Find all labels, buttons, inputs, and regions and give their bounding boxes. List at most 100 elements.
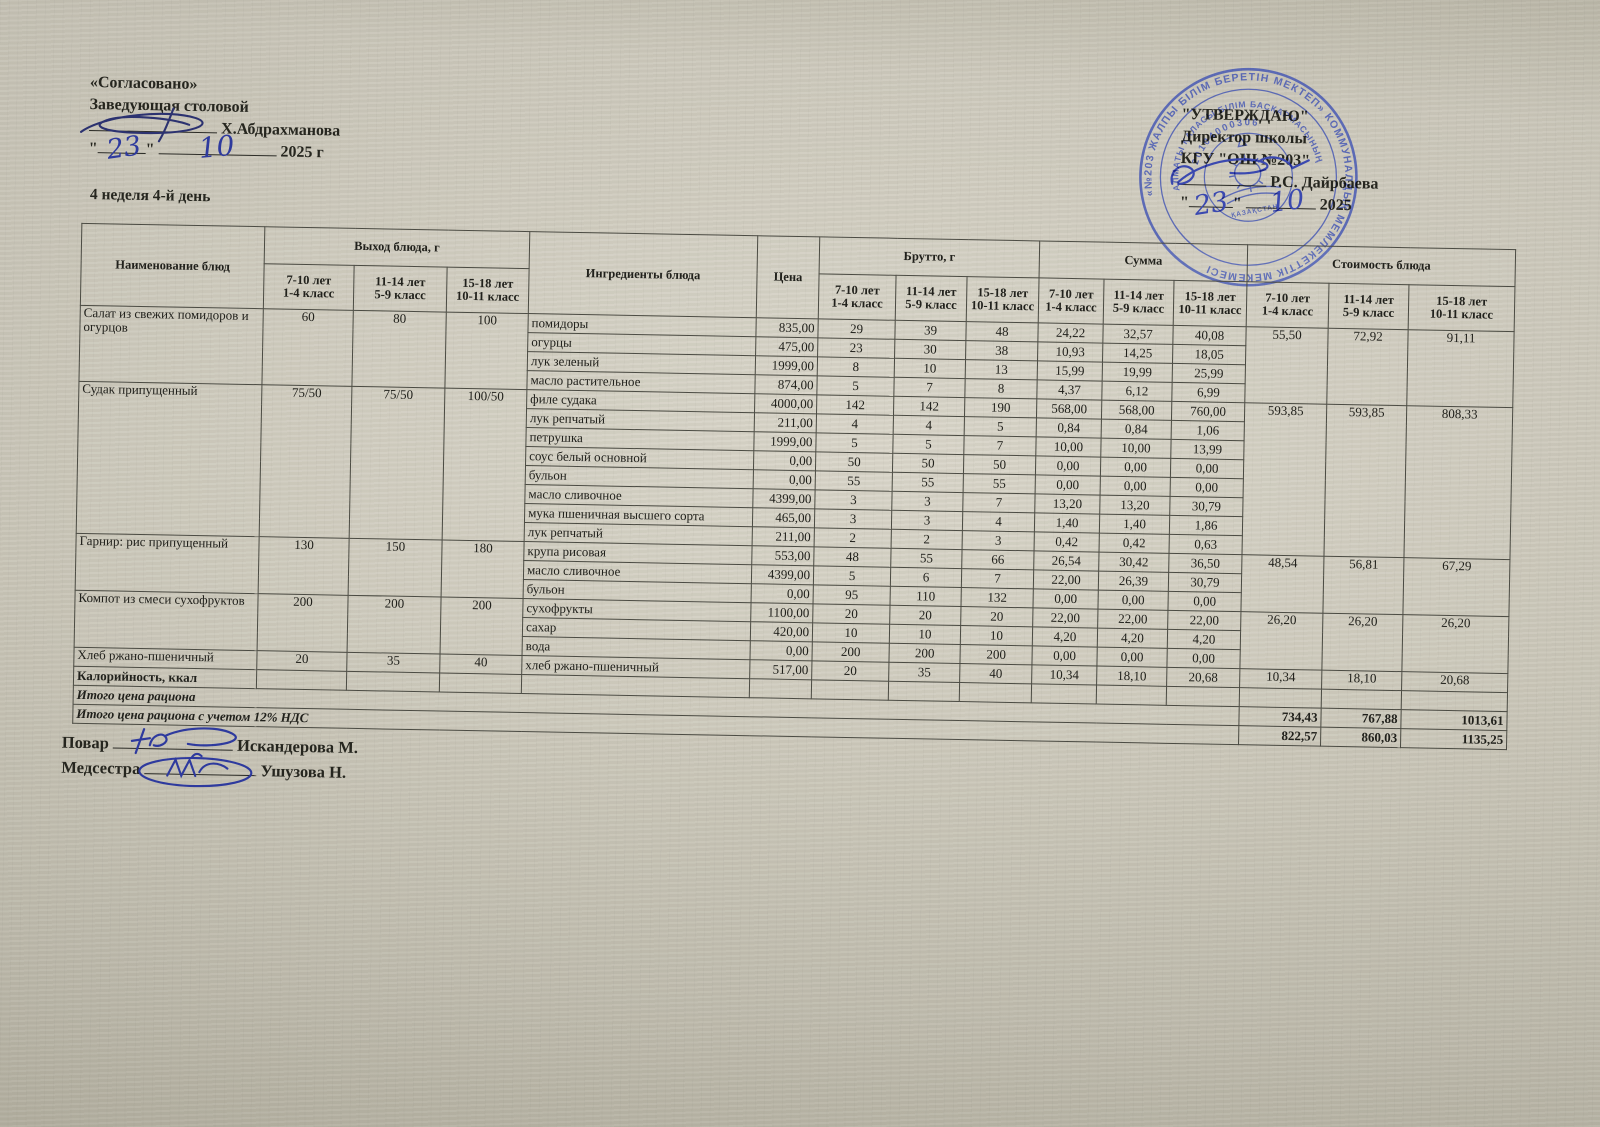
summa-cell: 30,79 xyxy=(1169,496,1244,517)
ingredient-price-cell: 1999,00 xyxy=(753,431,817,452)
approval-left-name: Х.Абдрахманова xyxy=(220,120,341,140)
summa-cell: 0,00 xyxy=(1033,588,1099,610)
ingredient-price-cell: 4000,00 xyxy=(754,393,817,414)
summa-cell: 30,42 xyxy=(1098,552,1170,573)
ingredient-price-cell: 465,00 xyxy=(752,507,815,528)
ingredient-price-cell: 420,00 xyxy=(750,621,813,642)
summa-cell: 10,00 xyxy=(1100,438,1172,459)
col-header-brutto-group: Брутто, г xyxy=(819,236,1040,278)
brutto-cell: 55 xyxy=(963,473,1036,494)
summa-cell: 0,00 xyxy=(1035,474,1101,496)
brutto-cell: 3 xyxy=(891,491,964,512)
brutto-cell: 3 xyxy=(814,489,893,511)
brutto-cell: 55 xyxy=(890,548,963,569)
empty-cell xyxy=(888,681,960,702)
cook-label: Повар xyxy=(61,732,110,753)
dish-cost-cell: 18,10 xyxy=(1321,670,1402,691)
ingredient-price-cell: 835,00 xyxy=(755,317,819,338)
stamp-emblem xyxy=(1221,136,1281,205)
brutto-cell: 10 xyxy=(960,625,1033,646)
total-vat-value-cell: 1135,25 xyxy=(1400,728,1507,750)
ingredient-price-cell: 553,00 xyxy=(751,545,815,566)
dish-name-cell: Салат из свежих помидоров и огурцов xyxy=(78,305,264,385)
summa-cell: 13,20 xyxy=(1099,495,1171,516)
brutto-cell: 8 xyxy=(817,356,895,378)
empty-cell xyxy=(346,671,440,693)
dish-cost-cell: 20,68 xyxy=(1401,671,1508,693)
summa-cell: 24,22 xyxy=(1037,322,1104,344)
brutto-cell: 7 xyxy=(893,377,966,398)
col-header-age-group: 11-14 лет 5-9 класс xyxy=(1103,279,1175,326)
summa-cell: 0,84 xyxy=(1036,417,1102,439)
menu-table-body: Салат из свежих помидоров и огурцов 60 80 1… xyxy=(72,305,1515,750)
brutto-cell: 35 xyxy=(888,662,960,683)
col-header-dish-name: Наименование блюд xyxy=(80,223,265,309)
summa-cell: 6,12 xyxy=(1101,381,1173,402)
ingredient-price-cell: 0,00 xyxy=(751,583,814,604)
dish-cost-cell: 26,20 xyxy=(1401,614,1509,674)
cook-name: Искандерова М. xyxy=(236,735,359,758)
official-round-stamp: «№203 ЖАЛПЫ БІЛІМ БЕРЕТІН МЕКТЕП» КОММУН… xyxy=(1124,53,1373,302)
quote-mark: " xyxy=(88,139,98,158)
dish-yield-cell: 200 xyxy=(440,597,524,656)
ingredient-price-cell: 211,00 xyxy=(752,526,815,547)
summa-cell: 0,42 xyxy=(1099,533,1170,554)
summa-cell: 568,00 xyxy=(1036,398,1102,420)
brutto-cell: 142 xyxy=(816,394,894,416)
empty-cell xyxy=(1031,683,1097,705)
brutto-cell: 200 xyxy=(811,641,890,663)
dish-yield-cell: 60 xyxy=(261,308,354,387)
brutto-cell: 2 xyxy=(814,527,892,549)
col-header-price: Цена xyxy=(756,235,820,319)
dish-cost-cell: 808,33 xyxy=(1403,405,1513,560)
age-line2: 1-4 класс xyxy=(1045,299,1097,315)
total-vat-value-cell: 860,03 xyxy=(1320,727,1401,748)
summa-cell: 26,54 xyxy=(1033,550,1100,572)
summa-cell: 10,34 xyxy=(1031,664,1097,686)
summa-cell: 0,00 xyxy=(1167,591,1242,612)
dish-yield-cell: 180 xyxy=(441,540,525,599)
summa-cell: 0,00 xyxy=(1100,476,1171,497)
brutto-cell: 50 xyxy=(963,454,1036,475)
empty-cell xyxy=(749,678,812,699)
empty-cell xyxy=(256,669,347,691)
col-header-age-group: 11-14 лет 5-9 класс xyxy=(895,275,968,322)
brutto-cell: 7 xyxy=(962,492,1036,513)
age-line2: 5-9 класс xyxy=(1112,300,1165,316)
age-line2: 5-9 класс xyxy=(1342,304,1395,320)
summa-cell: 1,06 xyxy=(1171,420,1245,441)
dish-yield-cell: 75/50 xyxy=(259,384,352,539)
col-header-age-group: 7-10 лет 1-4 класс xyxy=(1246,281,1329,329)
brutto-cell: 55 xyxy=(892,472,964,493)
brutto-cell: 110 xyxy=(890,586,962,607)
summa-cell: 0,00 xyxy=(1170,477,1244,498)
col-header-age-group: 15-18 лет 10-11 класс xyxy=(1408,284,1515,332)
empty-cell xyxy=(1096,685,1167,706)
dish-cost-cell: 593,85 xyxy=(1242,402,1327,557)
approval-left-year: 2025 г xyxy=(280,143,324,162)
summa-cell: 36,50 xyxy=(1168,553,1243,574)
empty-cell xyxy=(959,682,1032,703)
dish-yield-cell: 200 xyxy=(347,595,442,655)
brutto-cell: 48 xyxy=(813,546,892,568)
brutto-cell: 132 xyxy=(961,587,1034,608)
ingredient-price-cell: 475,00 xyxy=(755,336,818,357)
summa-cell: 0,84 xyxy=(1101,419,1172,440)
bottom-signatures-block: Повар Искандерова М. Медсестра Ушузова Н… xyxy=(61,730,358,785)
dish-yield-cell: 35 xyxy=(346,652,441,674)
age-line2: 5-9 класс xyxy=(374,287,426,303)
brutto-cell: 3 xyxy=(891,510,963,531)
age-line2: 10-11 класс xyxy=(1429,306,1494,322)
summa-cell: 40,08 xyxy=(1172,325,1247,346)
col-header-age-group: 7-10 лет 1-4 класс xyxy=(818,273,897,321)
summa-cell: 10,93 xyxy=(1037,341,1103,363)
dish-yield-cell: 150 xyxy=(348,538,443,598)
ingredient-price-cell: 517,00 xyxy=(749,659,812,680)
brutto-cell: 3 xyxy=(962,530,1035,551)
brutto-cell: 48 xyxy=(965,321,1039,342)
ingredient-price-cell: 0,00 xyxy=(753,469,816,490)
brutto-cell: 4 xyxy=(893,415,965,436)
brutto-cell: 3 xyxy=(814,508,892,530)
brutto-cell: 50 xyxy=(892,453,964,474)
